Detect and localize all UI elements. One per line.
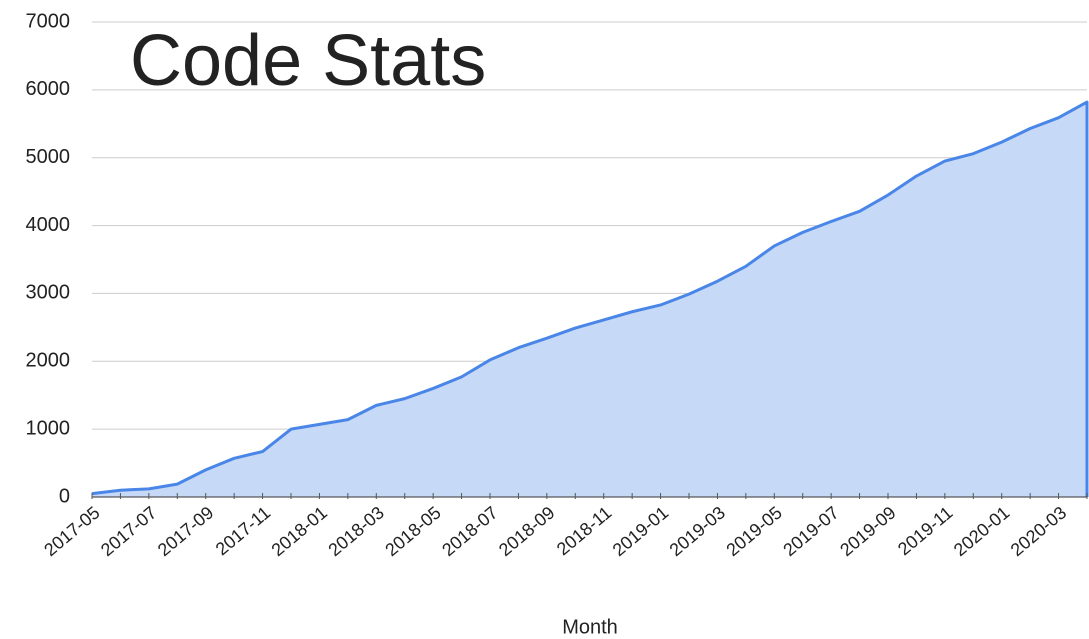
x-tick-label: 2019-09 [836, 502, 899, 560]
y-tick-label: 1000 [26, 417, 71, 439]
y-tick-label: 3000 [26, 282, 71, 304]
x-tick-label: 2018-01 [268, 502, 331, 560]
x-tick-label: 2018-03 [324, 502, 387, 560]
x-tick-label: 2017-11 [212, 502, 274, 559]
x-tick-label: 2019-07 [779, 502, 842, 560]
x-tick-label: 2017-05 [40, 502, 103, 560]
x-tick-label: 2020-01 [950, 502, 1013, 560]
y-tick-label: 0 [59, 485, 70, 507]
y-tick-label: 2000 [26, 350, 71, 372]
x-tick-label: 2018-09 [495, 502, 558, 560]
area [92, 102, 1087, 498]
x-tick-label: 2019-03 [666, 502, 729, 560]
x-tick-label: 2019-11 [894, 502, 956, 559]
chart-title: Code Stats [130, 21, 486, 101]
x-tick-label: 2017-09 [154, 502, 217, 560]
y-tick-label: 7000 [26, 10, 71, 32]
line [91, 100, 1089, 497]
x-tick-label: 2018-07 [438, 502, 501, 560]
x-tick-label: 2018-05 [381, 502, 444, 560]
plot-area [91, 100, 1089, 498]
x-tick-label: 2018-11 [553, 502, 615, 559]
y-tick-label: 5000 [26, 146, 71, 168]
x-tick-label: 2019-05 [722, 502, 785, 560]
y-tick-label: 6000 [26, 78, 71, 100]
x-tick-label: 2017-07 [97, 502, 160, 560]
x-tick-label: 2019-01 [609, 502, 672, 560]
y-tick-label: 4000 [26, 214, 71, 236]
x-axis-label: Month [562, 616, 618, 638]
x-tick-label: 2020-03 [1007, 502, 1070, 560]
